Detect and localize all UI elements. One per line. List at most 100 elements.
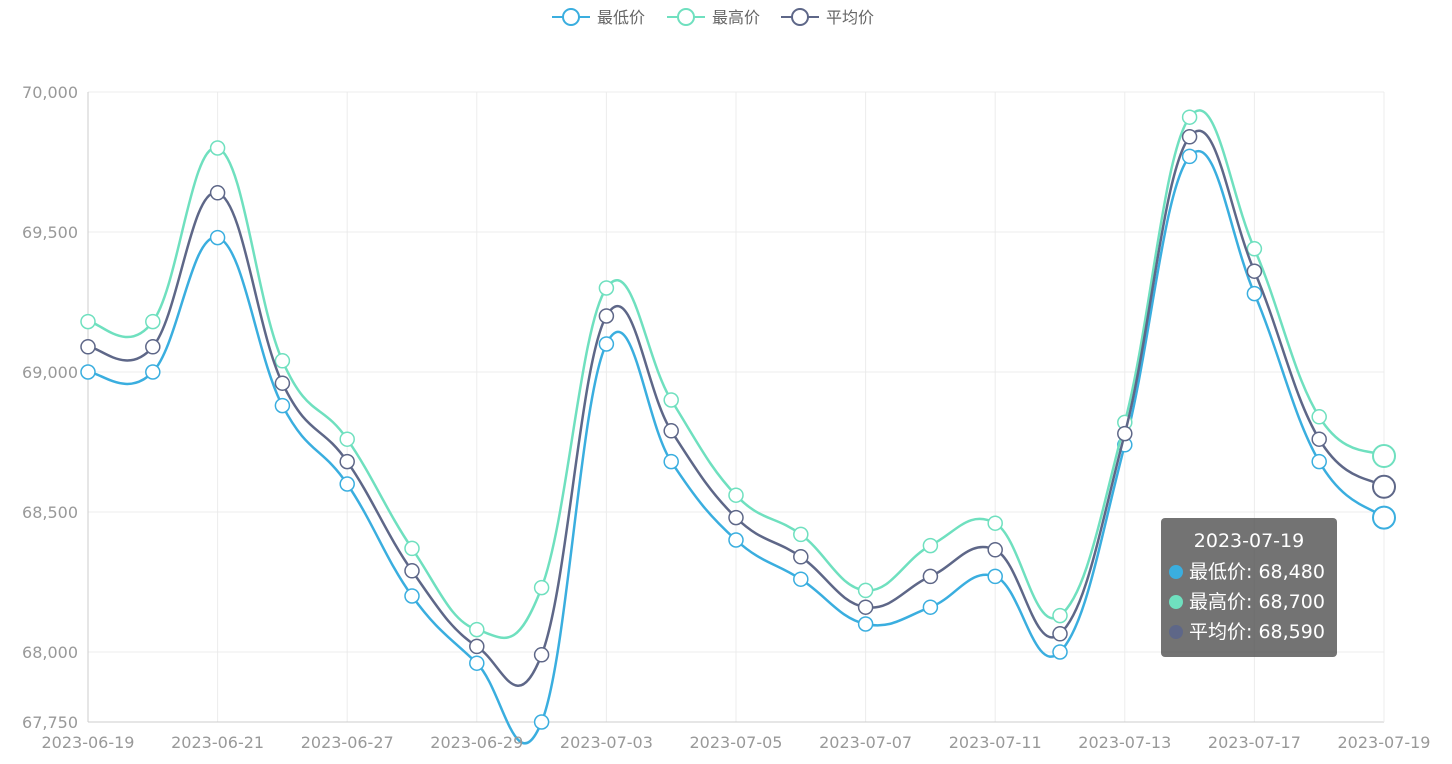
data-point-avg	[145, 339, 161, 355]
x-tick-label: 2023-07-13	[1078, 733, 1171, 752]
tooltip-title: 2023-07-19	[1193, 530, 1305, 552]
data-point-low	[274, 397, 291, 414]
data-point-low	[598, 336, 615, 352]
data-point-high	[857, 582, 874, 599]
data-point-high	[209, 140, 226, 156]
x-tick-label: 2023-07-05	[690, 733, 783, 752]
data-point-avg	[987, 542, 1003, 558]
data-point-avg	[1246, 263, 1263, 279]
data-point-low	[533, 714, 550, 730]
tooltip-row-avg: 平均价: 68,590	[1169, 617, 1329, 647]
x-tick-label: 2023-07-17	[1208, 733, 1301, 752]
data-point-avg	[1181, 129, 1198, 145]
legend-item-avg[interactable]: 平均价	[781, 8, 874, 27]
tooltip-row-high: 最高价: 68,700	[1169, 587, 1329, 617]
series-line-avg	[87, 129, 1385, 687]
data-point-low	[728, 532, 744, 548]
data-point-low	[857, 616, 874, 632]
data-point-avg	[533, 647, 550, 663]
tick-labels: 67,750 68,000 68,500 69,000 69,500 70,000 2023…	[22, 83, 1430, 752]
legend-item-high[interactable]: 最高价	[667, 8, 760, 27]
series-line-low	[87, 149, 1385, 745]
data-point-low	[469, 655, 485, 671]
x-tick-label: 2023-06-19	[42, 733, 135, 752]
data-point-avg	[1311, 431, 1327, 447]
series-low	[80, 148, 1396, 745]
data-point-avg	[209, 185, 226, 201]
legend-label-avg: 平均价	[826, 8, 874, 27]
data-point-avg	[922, 568, 939, 585]
data-point-low	[922, 599, 939, 615]
data-point-high	[1311, 409, 1327, 425]
data-point-low	[1246, 285, 1263, 302]
data-point-high	[1372, 444, 1396, 468]
legend-label-low: 最低价	[597, 8, 645, 27]
data-point-high	[533, 579, 550, 596]
data-point-avg	[274, 375, 291, 391]
data-point-low	[793, 571, 809, 587]
data-point-low	[80, 364, 96, 380]
data-point-avg	[404, 563, 420, 579]
x-tick-label: 2023-06-29	[430, 733, 523, 752]
data-point-high	[793, 526, 809, 543]
tooltip: 2023-07-19 最低价: 68,480 最高价: 68,700 平均价: …	[1161, 518, 1337, 657]
tooltip-value-low: 最低价: 68,480	[1189, 561, 1325, 583]
tooltip-row-low: 最低价: 68,480	[1169, 557, 1329, 587]
data-point-high	[404, 540, 420, 557]
data-point-low	[209, 229, 226, 246]
data-point-low	[1052, 644, 1068, 660]
data-point-low	[987, 568, 1003, 585]
x-tick-label: 2023-07-07	[819, 733, 912, 752]
tooltip-value-high: 最高价: 68,700	[1189, 591, 1325, 613]
data-point-high	[339, 431, 355, 447]
data-point-avg	[598, 308, 615, 324]
data-point-high	[922, 537, 939, 554]
data-point-avg	[1372, 474, 1396, 499]
data-point-high	[987, 515, 1003, 531]
y-tick-label: 70,000	[22, 83, 78, 102]
data-point-high	[663, 392, 679, 408]
data-point-avg	[1117, 425, 1133, 442]
y-tick-label: 67,750	[22, 713, 78, 732]
data-point-high	[1052, 607, 1068, 624]
tooltip-dot-high	[1169, 595, 1183, 609]
x-tick-label: 2023-06-21	[171, 733, 264, 752]
data-point-low	[339, 476, 355, 492]
data-point-high	[728, 487, 744, 503]
data-point-high	[1246, 241, 1263, 257]
data-point-high	[598, 280, 615, 296]
data-point-high	[469, 621, 485, 638]
series-avg	[80, 129, 1396, 687]
data-point-high	[80, 313, 96, 330]
series-line-high	[87, 109, 1385, 640]
legend-item-low[interactable]: 最低价	[552, 8, 645, 27]
y-tick-label: 69,500	[22, 223, 78, 242]
data-point-low	[663, 453, 679, 470]
data-point-avg	[857, 599, 874, 615]
data-point-avg	[728, 509, 744, 526]
series-high	[80, 109, 1396, 640]
data-point-avg	[80, 339, 96, 355]
x-tick-label: 2023-06-27	[301, 733, 394, 752]
data-point-high	[145, 313, 161, 330]
data-point-avg	[469, 638, 485, 655]
legend-label-high: 最高价	[712, 8, 760, 27]
tooltip-value-avg: 平均价: 68,590	[1189, 621, 1325, 643]
data-point-avg	[1052, 626, 1068, 642]
data-point-low	[404, 588, 420, 604]
data-point-avg	[793, 549, 809, 565]
data-point-avg	[663, 423, 679, 439]
data-point-low	[1181, 148, 1198, 165]
series-layer	[80, 109, 1396, 745]
data-point-high	[274, 353, 291, 369]
data-point-avg	[339, 453, 355, 470]
data-point-low	[145, 364, 161, 380]
x-tick-label: 2023-07-19	[1338, 733, 1431, 752]
x-tick-label: 2023-07-03	[560, 733, 653, 752]
data-point-low	[1311, 453, 1327, 470]
data-point-low	[1372, 505, 1396, 530]
x-tick-label: 2023-07-11	[949, 733, 1042, 752]
tooltip-dot-low	[1169, 565, 1183, 579]
legend: 最低价 最高价 平均价	[552, 8, 874, 27]
